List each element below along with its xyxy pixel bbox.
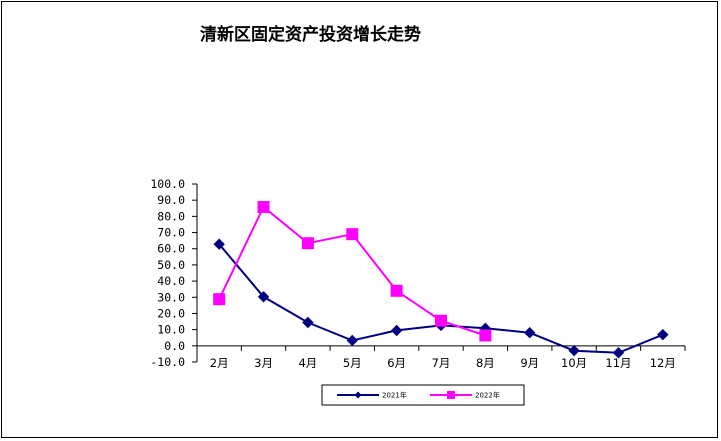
x-tick-label: 12月 bbox=[650, 356, 676, 370]
data-point-square bbox=[346, 228, 359, 241]
y-tick-label: -10.0 bbox=[150, 355, 185, 369]
legend-marker-square bbox=[447, 391, 455, 399]
legend-label: 2021年 bbox=[382, 391, 407, 400]
data-point-diamond bbox=[657, 328, 669, 341]
y-tick-label: 20.0 bbox=[157, 306, 185, 320]
y-tick-label: 40.0 bbox=[157, 274, 185, 288]
y-tick-label: 70.0 bbox=[157, 226, 185, 240]
data-point-diamond bbox=[257, 291, 270, 303]
legend-label: 2022年 bbox=[475, 391, 500, 400]
x-tick-label: 5月 bbox=[343, 356, 362, 370]
x-tick-label: 3月 bbox=[254, 356, 273, 370]
data-point-diamond bbox=[524, 327, 536, 339]
axes: -10.0 0.0 10.0 20.0 30.0 40.0 50.0 60.0 70.0 80.0… bbox=[150, 177, 686, 370]
y-tick-label: 100.0 bbox=[150, 177, 185, 191]
data-point-square bbox=[257, 200, 270, 213]
y-tick-label: 0.0 bbox=[164, 339, 185, 353]
x-tick-label: 7月 bbox=[432, 356, 451, 370]
data-point-diamond bbox=[612, 347, 625, 359]
x-tick-label: 2月 bbox=[210, 356, 229, 370]
y-tick-label: 90.0 bbox=[157, 193, 185, 207]
x-tick-label: 11月 bbox=[605, 356, 631, 370]
data-point-square bbox=[213, 293, 226, 306]
data-point-square bbox=[479, 329, 492, 342]
legend-box bbox=[321, 384, 525, 406]
data-point-diamond bbox=[213, 238, 225, 250]
series-2 bbox=[213, 200, 492, 342]
y-tick-label: 30.0 bbox=[157, 290, 185, 304]
series-1 bbox=[213, 238, 669, 359]
data-point-diamond bbox=[390, 324, 403, 337]
y-tick-label: 50.0 bbox=[157, 258, 185, 272]
data-point-diamond bbox=[568, 344, 580, 357]
y-tick-label: 60.0 bbox=[157, 242, 185, 256]
legend-marker-diamond bbox=[354, 391, 362, 399]
series-line bbox=[218, 243, 664, 354]
legend: 2021年 2022年 bbox=[321, 384, 525, 406]
x-tick-label: 10月 bbox=[561, 356, 587, 370]
chart-title: 清新区固定资产投资增长走势 bbox=[200, 25, 421, 45]
x-tick-label: 9月 bbox=[520, 356, 539, 370]
data-point-diamond bbox=[346, 334, 358, 347]
x-tick-label: 4月 bbox=[298, 356, 317, 370]
y-tick-label: 10.0 bbox=[157, 323, 185, 337]
x-tick-label: 8月 bbox=[476, 356, 495, 370]
data-point-diamond bbox=[302, 316, 314, 329]
data-point-square bbox=[435, 314, 447, 327]
data-point-square bbox=[301, 237, 314, 250]
data-point-square bbox=[390, 284, 403, 297]
x-tick-label: 6月 bbox=[387, 356, 406, 370]
y-tick-label: 80.0 bbox=[157, 209, 185, 223]
series-layer bbox=[213, 200, 669, 359]
